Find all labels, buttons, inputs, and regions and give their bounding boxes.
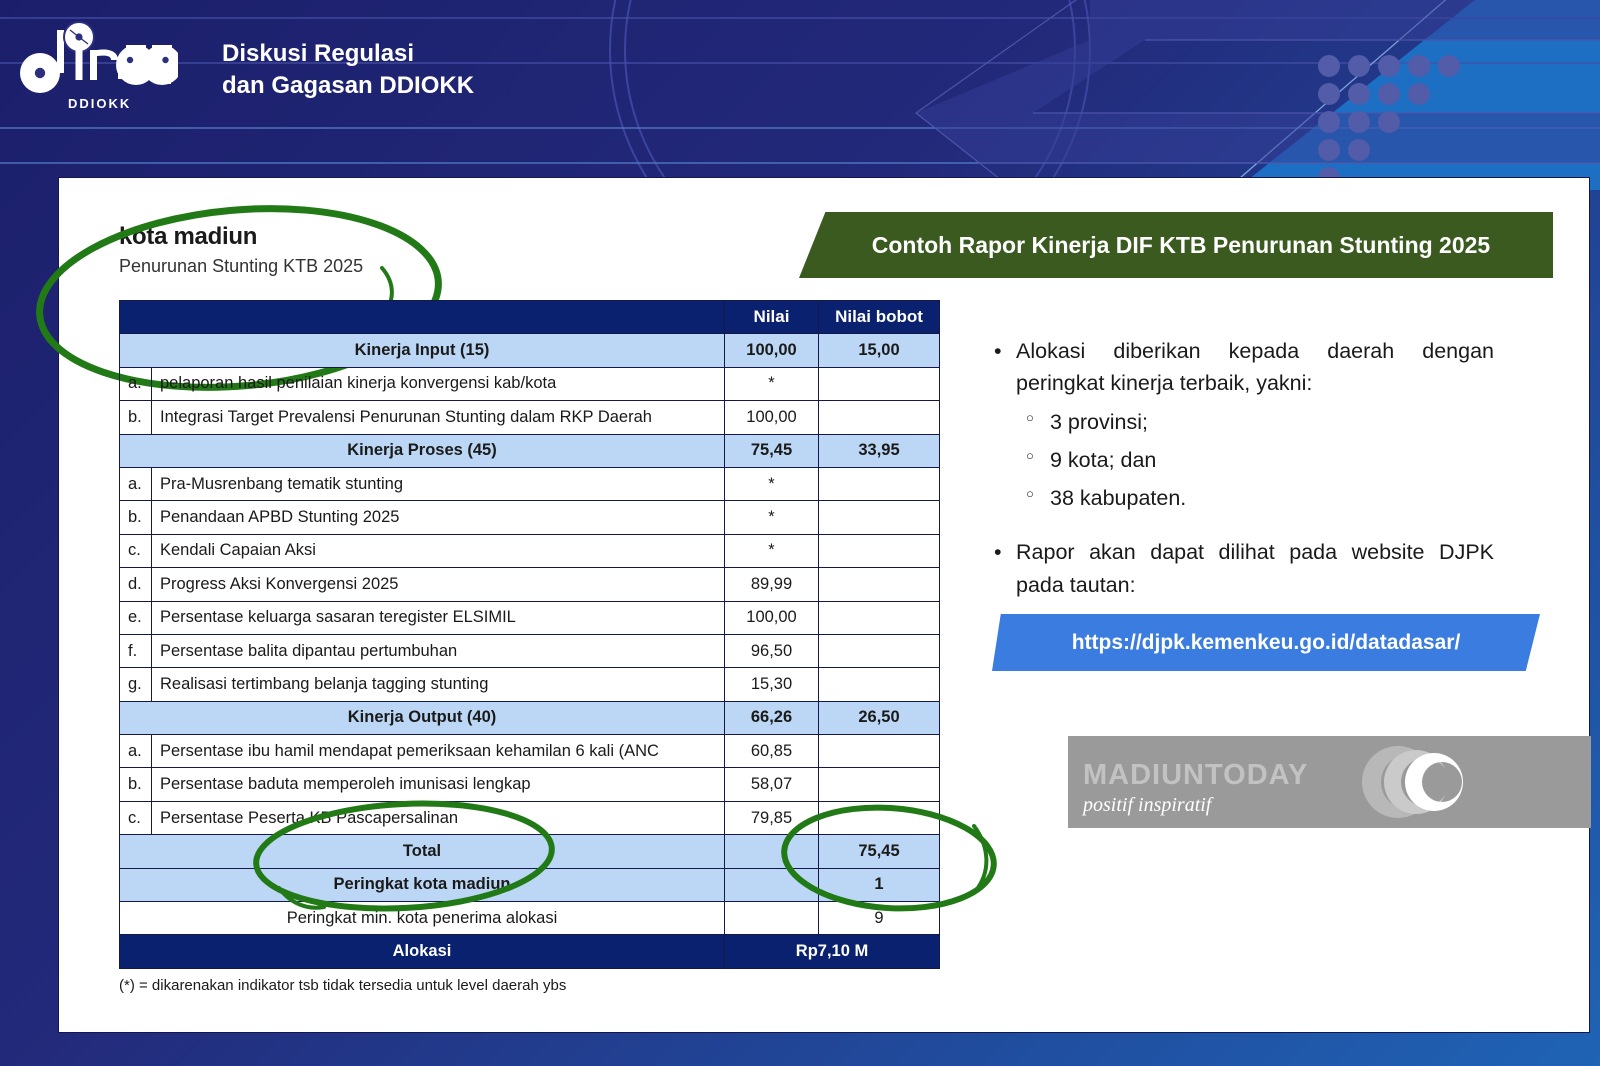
svg-text:MADIUNTODAY: MADIUNTODAY <box>1083 759 1308 791</box>
svg-text:positif inspiratif: positif inspiratif <box>1081 794 1214 816</box>
